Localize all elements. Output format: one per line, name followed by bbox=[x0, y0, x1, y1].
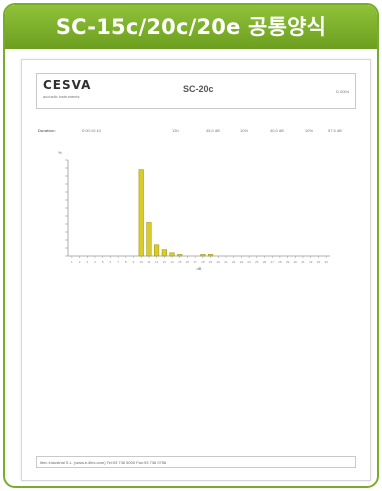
info-value-3: 45.0 dB bbox=[206, 128, 220, 133]
x-tick-label: 12 bbox=[155, 260, 159, 264]
info-value-5: 40.0 dB bbox=[270, 128, 284, 133]
chart-bar bbox=[138, 169, 144, 257]
x-tick-label: 31 bbox=[301, 260, 305, 264]
cesva-logo: CESVA bbox=[43, 78, 92, 92]
x-tick-label: 24 bbox=[247, 260, 251, 264]
document-preview[interactable]: CESVA acoustic instruments SC-20c D.0004… bbox=[21, 59, 371, 481]
chart-bar bbox=[154, 244, 160, 257]
document-header-box: CESVA acoustic instruments SC-20c D.0004 bbox=[36, 73, 356, 109]
chart-bar bbox=[207, 254, 214, 257]
document-title: SC-20c bbox=[183, 84, 214, 94]
histogram-chart: %1 2 3 4 5 6 7 8 9 10 11 12 13 14 15 16 17 18 19 20 21 22 23 24… bbox=[58, 150, 330, 271]
x-tick-label: 32 bbox=[309, 260, 313, 264]
document-footer-box: Iltec Industrial S.L. (www.e-iltec.com) … bbox=[36, 456, 356, 468]
x-tick-label: 2 bbox=[79, 260, 81, 264]
x-tick-label: 22 bbox=[232, 260, 236, 264]
x-tick-label: 34 bbox=[324, 260, 328, 264]
document-tag: D.0004 bbox=[336, 89, 349, 94]
info-label: Duration: bbox=[38, 128, 56, 133]
x-tick-label: 29 bbox=[286, 260, 290, 264]
y-axis-label: % bbox=[58, 150, 62, 155]
x-tick-label: 11 bbox=[147, 260, 150, 264]
x-tick-label: 17 bbox=[193, 260, 197, 264]
info-row: Duration: 0:00:10:10 13h 45.0 dB 10% 40.… bbox=[38, 128, 358, 136]
chart-bar bbox=[161, 249, 167, 257]
header-title: SC-15c/20c/20e 공통양식 bbox=[55, 15, 327, 39]
x-tick-label: 5 bbox=[102, 260, 104, 264]
chart-bar bbox=[169, 252, 175, 257]
x-tick-label: 3 bbox=[86, 260, 88, 264]
x-tick-label: 15 bbox=[178, 260, 182, 264]
x-tick-label: 25 bbox=[255, 260, 259, 264]
card: SC-15c/20c/20e 공통양식 CESVA acoustic instr… bbox=[3, 3, 379, 488]
logo-subtitle: acoustic instruments bbox=[43, 94, 80, 99]
card-header: SC-15c/20c/20e 공통양식 bbox=[5, 5, 377, 49]
x-tick-label: 33 bbox=[317, 260, 321, 264]
x-tick-label: 20 bbox=[217, 260, 221, 264]
x-tick-label: 16 bbox=[186, 260, 190, 264]
info-value-6: 10% bbox=[305, 128, 314, 133]
info-value-4: 10% bbox=[240, 128, 249, 133]
x-tick-label: 18 bbox=[201, 260, 205, 264]
x-tick-label: 7 bbox=[117, 260, 119, 264]
info-value-2: 13h bbox=[172, 128, 179, 133]
info-value-1: 0:00:10:10 bbox=[82, 128, 101, 133]
chart-bar bbox=[177, 254, 183, 257]
x-tick-label: 10 bbox=[140, 260, 144, 264]
x-tick-label: 26 bbox=[263, 260, 267, 264]
x-tick-label: 4 bbox=[94, 260, 96, 264]
x-axis-label: dB bbox=[197, 266, 202, 271]
chart-bar bbox=[200, 254, 206, 257]
x-tick-label: 23 bbox=[240, 260, 244, 264]
x-tick-label: 8 bbox=[125, 260, 127, 264]
x-tick-label: 1 bbox=[71, 260, 73, 264]
x-tick-label: 13 bbox=[163, 260, 167, 264]
x-tick-label: 9 bbox=[133, 260, 135, 264]
x-tick-label: 14 bbox=[170, 260, 174, 264]
document-footer-text: Iltec Industrial S.L. (www.e-iltec.com) … bbox=[40, 460, 167, 465]
x-tick-label: 21 bbox=[224, 260, 228, 264]
chart-bar bbox=[146, 222, 152, 257]
info-value-7: 57.5 dB bbox=[328, 128, 342, 133]
x-tick-label: 6 bbox=[110, 260, 112, 264]
x-tick-label: 28 bbox=[278, 260, 282, 264]
x-tick-label: 19 bbox=[209, 260, 213, 264]
x-tick-label: 30 bbox=[294, 260, 298, 264]
x-tick-label: 27 bbox=[271, 260, 275, 264]
